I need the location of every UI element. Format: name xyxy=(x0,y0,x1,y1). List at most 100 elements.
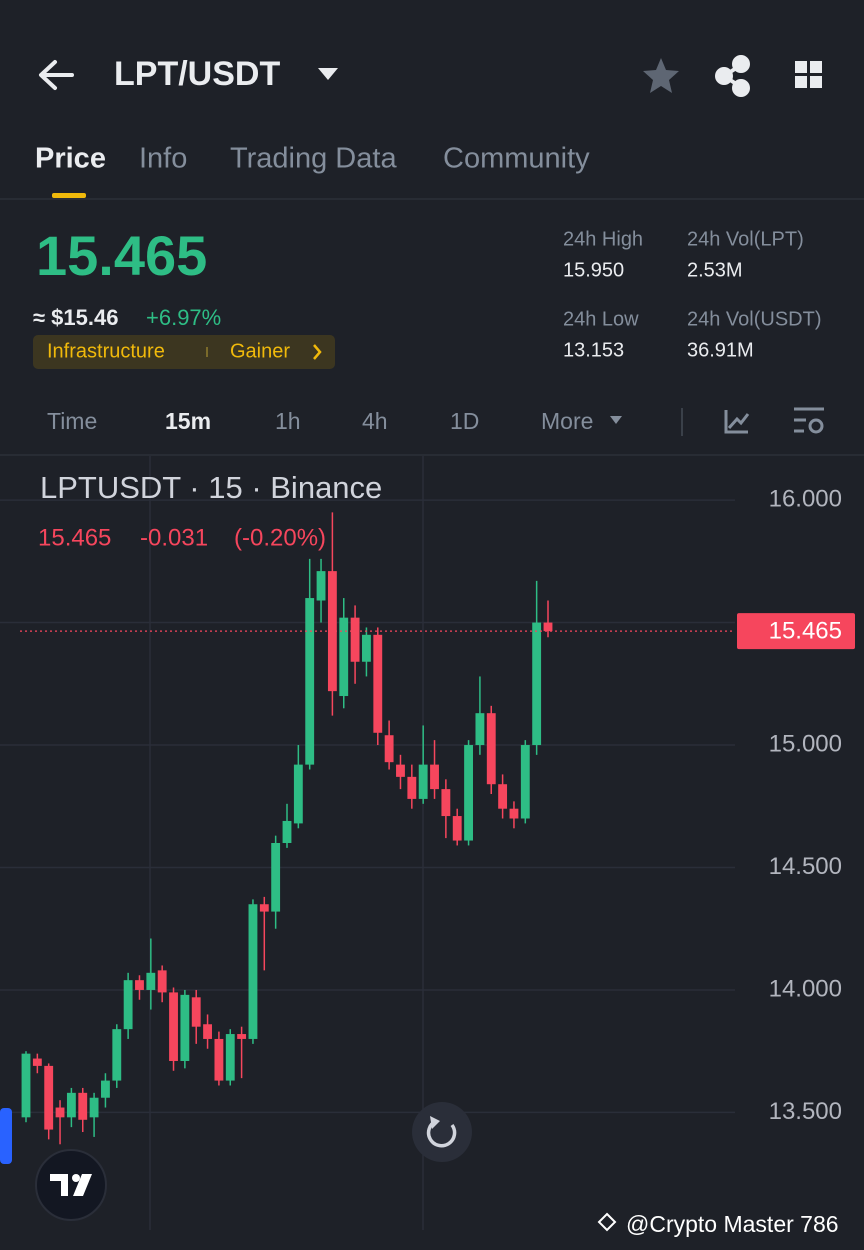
watermark: @Crypto Master 786 xyxy=(626,1211,839,1237)
stat-value: 13.153 xyxy=(563,339,624,361)
candle-body xyxy=(452,816,462,841)
candle-body xyxy=(316,571,326,601)
candle-body xyxy=(464,745,473,841)
chart-legend-title: LPTUSDT · 15 · Binance xyxy=(40,470,382,505)
stat-label: 24h Vol(USDT) xyxy=(687,308,822,330)
candle-body xyxy=(373,634,383,733)
tab[interactable]: Price xyxy=(35,143,106,175)
candle-body xyxy=(21,1053,31,1118)
candle-body xyxy=(259,904,269,912)
interval[interactable]: 1h xyxy=(275,408,301,434)
reset-icon xyxy=(426,1119,457,1148)
candle-body xyxy=(89,1097,99,1118)
stat-value: 15.950 xyxy=(563,259,624,281)
y-tick-label: 13.500 xyxy=(769,1098,842,1125)
candle-body xyxy=(486,713,496,785)
y-tick-label: 16.000 xyxy=(769,485,842,512)
settings-icon[interactable] xyxy=(794,407,824,434)
interval[interactable]: Time xyxy=(47,408,97,434)
tab[interactable]: Trading Data xyxy=(230,143,397,175)
stat-value: 2.53M xyxy=(687,259,743,281)
candle-body xyxy=(543,622,553,632)
candle-body xyxy=(520,745,530,819)
candle-body xyxy=(112,1029,122,1081)
favorite-icon[interactable] xyxy=(643,58,679,93)
last-price-label: 15.465 xyxy=(769,617,842,644)
candle-body xyxy=(396,764,405,777)
tag-chevron xyxy=(313,344,322,360)
binance-icon xyxy=(597,1212,617,1232)
candle-body xyxy=(305,598,315,765)
last-price-box xyxy=(737,613,855,650)
candle-body xyxy=(271,843,281,912)
candle-body xyxy=(157,970,167,993)
candle-body xyxy=(248,904,258,1039)
candle-body xyxy=(237,1034,247,1039)
indicator-icon[interactable] xyxy=(724,410,750,434)
interval[interactable]: 1D xyxy=(450,408,479,434)
pair-dropdown[interactable] xyxy=(318,68,338,80)
reset-arrow xyxy=(430,1116,440,1129)
tab[interactable]: Community xyxy=(443,143,590,175)
reset-button[interactable] xyxy=(412,1102,472,1162)
candle-body xyxy=(180,994,190,1061)
candle-body xyxy=(418,764,428,799)
tab-indicator xyxy=(52,193,86,198)
candle-body xyxy=(350,617,360,662)
tag[interactable]: Gainer xyxy=(230,340,290,362)
stat-label: 24h High xyxy=(563,228,643,250)
candle-body xyxy=(475,713,485,746)
candle-body xyxy=(44,1065,54,1130)
candle-body xyxy=(362,634,371,662)
candle-body xyxy=(146,972,156,990)
candle-body xyxy=(282,820,292,843)
candle-body xyxy=(384,735,394,763)
stat-label: 24h Vol(LPT) xyxy=(687,228,804,250)
pair-title[interactable]: LPT/USDT xyxy=(114,55,280,93)
share-icon[interactable] xyxy=(715,55,750,97)
candle-body xyxy=(293,764,303,824)
tradingview-logo[interactable] xyxy=(35,1149,107,1221)
candle-body xyxy=(509,808,519,819)
last-price: 15.465 xyxy=(36,224,207,287)
side-handle[interactable] xyxy=(0,1108,12,1164)
back-button[interactable] xyxy=(39,60,74,90)
candle-body xyxy=(101,1080,110,1098)
usd-price: ≈ $15.46 xyxy=(33,305,118,330)
candle-body xyxy=(203,1024,212,1039)
candle-body xyxy=(214,1038,224,1081)
candle-body xyxy=(339,617,349,697)
interval[interactable]: 15m xyxy=(165,408,211,434)
candle-body xyxy=(430,764,439,790)
y-tick-label: 15.000 xyxy=(769,730,842,757)
candle-body xyxy=(32,1058,42,1066)
candle-body xyxy=(169,992,178,1061)
candle-body xyxy=(532,622,542,746)
interval[interactable]: 4h xyxy=(362,408,388,434)
interval[interactable]: More xyxy=(541,408,593,434)
logo-shape xyxy=(50,1174,92,1196)
candle-body xyxy=(66,1092,76,1118)
logo-dot xyxy=(72,1174,80,1182)
y-tick-label: 14.000 xyxy=(769,975,842,1002)
candle-body xyxy=(191,997,201,1027)
candle-body xyxy=(55,1107,65,1118)
tag[interactable]: Infrastructure xyxy=(47,340,165,362)
candle-body xyxy=(441,789,451,817)
tab[interactable]: Info xyxy=(139,143,187,175)
candle-body xyxy=(498,784,508,809)
tag-bar[interactable] xyxy=(33,335,335,369)
more-dropdown[interactable] xyxy=(610,416,622,424)
legend-change-pct: (-0.20%) xyxy=(234,524,326,551)
stat-value: 36.91M xyxy=(687,339,754,361)
candle-body xyxy=(123,980,133,1030)
legend-close: 15.465 xyxy=(38,524,111,551)
candle-body xyxy=(78,1092,88,1120)
menu-icon[interactable] xyxy=(795,61,822,88)
legend-change: -0.031 xyxy=(140,524,208,551)
candle-body xyxy=(327,571,337,692)
candle-body xyxy=(225,1034,235,1081)
change-pct: +6.97% xyxy=(146,305,221,330)
